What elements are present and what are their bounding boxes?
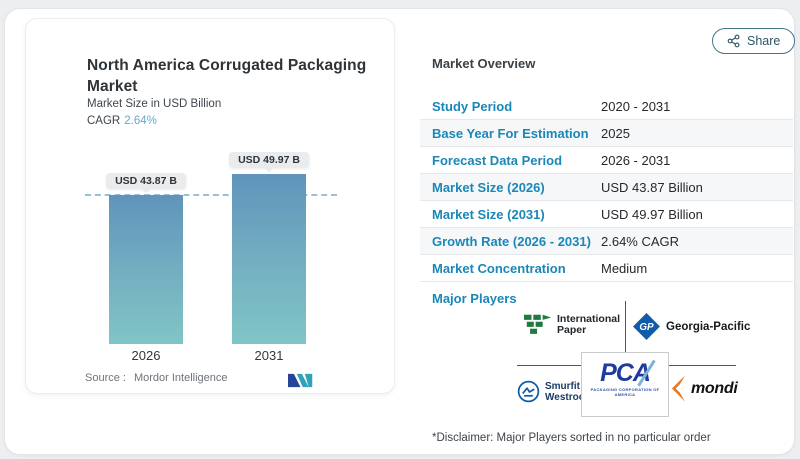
players-disclaimer: *Disclaimer: Major Players sorted in no … xyxy=(432,432,711,444)
share-button[interactable]: Share xyxy=(712,28,796,54)
table-row: Forecast Data Period 2026 - 2031 xyxy=(420,147,793,174)
table-row: Base Year For Estimation 2025 xyxy=(420,120,793,147)
value-label-2031-pointer xyxy=(264,168,274,172)
smurfit-westrock-line2: Westrock xyxy=(545,391,590,403)
row-value: USD 43.87 Billion xyxy=(601,179,703,195)
players-vertical-divider xyxy=(625,301,626,352)
table-row: Market Size (2026) USD 43.87 Billion xyxy=(420,174,793,201)
international-paper-label: International Paper xyxy=(557,313,621,337)
row-value: 2026 - 2031 xyxy=(601,152,671,168)
value-label-2031: USD 49.97 B xyxy=(229,152,309,172)
share-icon xyxy=(727,34,740,48)
chart-cagr: CAGR 2.64% xyxy=(87,115,157,127)
value-label-2031-text: USD 49.97 B xyxy=(238,154,300,166)
smurfit-westrock-label: Smurfit Westrock xyxy=(545,381,590,403)
row-label: Forecast Data Period xyxy=(432,152,563,168)
value-label-2026: USD 43.87 B xyxy=(106,173,186,193)
row-label: Market Concentration xyxy=(432,260,566,276)
georgia-pacific-icon: GP xyxy=(633,313,660,340)
row-label: Market Size (2026) xyxy=(432,179,545,195)
mondi-icon xyxy=(671,375,686,402)
overview-title: Market Overview xyxy=(432,56,536,71)
table-row: Market Size (2031) USD 49.97 Billion xyxy=(420,201,793,228)
chart-subtitle: Market Size in USD Billion xyxy=(87,98,222,110)
mondi-label: mondi xyxy=(691,379,738,397)
smurfit-westrock-logo: Smurfit Westrock xyxy=(517,380,590,403)
international-paper-icon xyxy=(524,315,552,335)
row-label: Study Period xyxy=(432,98,513,114)
table-row: Study Period 2020 - 2031 xyxy=(420,93,793,120)
value-label-2026-pointer xyxy=(141,189,151,193)
chart-title: North America Corrugated Packaging Marke… xyxy=(87,57,367,95)
major-players-label: Major Players xyxy=(432,291,517,306)
table-row: Growth Rate (2026 - 2031) 2.64% CAGR xyxy=(420,228,793,255)
row-value: USD 49.97 Billion xyxy=(601,206,703,222)
pca-letters: PCA xyxy=(600,359,651,387)
overview-table: Study Period 2020 - 2031 Base Year For E… xyxy=(420,93,793,282)
value-label-2026-text: USD 43.87 B xyxy=(115,175,177,187)
international-paper-line2: Paper xyxy=(557,324,587,337)
cagr-label: CAGR xyxy=(87,115,121,127)
mordor-intelligence-logo-icon xyxy=(288,373,313,388)
pca-subtext: PACKAGING CORPORATION OF AMERICA xyxy=(590,387,660,397)
source-attribution: Source : Mordor Intelligence xyxy=(85,372,228,384)
players-horizontal-divider-left xyxy=(517,365,581,366)
axis-label-2031: 2031 xyxy=(254,348,284,363)
row-label: Market Size (2031) xyxy=(432,206,545,222)
row-value: 2025 xyxy=(601,125,630,141)
source-name: Mordor Intelligence xyxy=(133,372,228,384)
main-card: North America Corrugated Packaging Marke… xyxy=(4,8,796,455)
table-row: Market Concentration Medium xyxy=(420,255,793,282)
pca-logo: PCA PACKAGING CORPORATION OF AMERICA xyxy=(581,352,669,417)
axis-label-2026: 2026 xyxy=(131,348,161,363)
players-horizontal-divider-right xyxy=(669,365,736,366)
international-paper-logo: International Paper xyxy=(524,313,621,337)
source-label: Source : xyxy=(85,372,126,384)
cagr-value: 2.64% xyxy=(124,115,157,127)
georgia-pacific-label: Georgia-Pacific xyxy=(666,320,751,333)
row-value: 2.64% CAGR xyxy=(601,233,680,249)
mondi-logo: mondi xyxy=(671,375,738,402)
reference-dashed-line xyxy=(85,194,337,196)
row-label: Growth Rate (2026 - 2031) xyxy=(432,233,591,249)
georgia-pacific-logo: GP Georgia-Pacific xyxy=(632,312,750,341)
row-value: 2020 - 2031 xyxy=(601,98,671,114)
svg-text:GP: GP xyxy=(639,322,654,333)
bar-2031 xyxy=(232,174,306,344)
international-paper-line1: International xyxy=(557,313,621,325)
row-label: Base Year For Estimation xyxy=(432,125,589,141)
bar-2026 xyxy=(109,195,183,344)
row-value: Medium xyxy=(601,260,648,276)
chart-panel xyxy=(25,18,395,394)
pca-wordmark: PCA xyxy=(600,359,656,387)
share-button-label: Share xyxy=(747,34,781,48)
smurfit-westrock-line1: Smurfit xyxy=(545,380,580,392)
smurfit-westrock-icon xyxy=(517,380,540,403)
